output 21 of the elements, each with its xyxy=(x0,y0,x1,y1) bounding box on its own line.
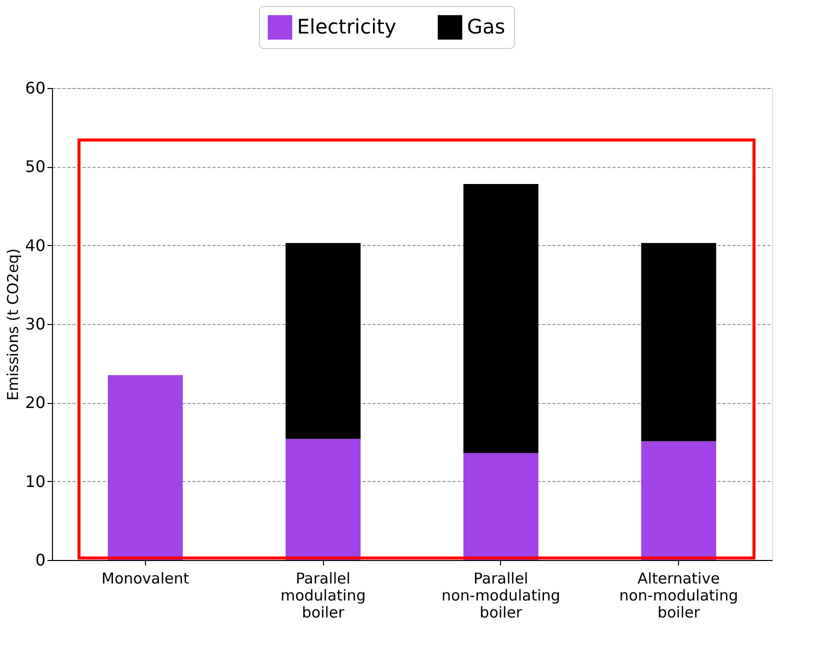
y-tick-label: 10 xyxy=(25,472,46,491)
y-tick-label: 0 xyxy=(35,550,46,570)
y-tick-label: 60 xyxy=(25,78,46,98)
bar xyxy=(286,242,361,439)
legend-label: Electricity xyxy=(297,14,397,38)
bar xyxy=(641,242,716,442)
bar xyxy=(108,375,183,560)
bar xyxy=(463,453,538,560)
x-tick-label: Monovalent xyxy=(102,570,190,588)
x-tick-label: Parallel modulating boiler xyxy=(280,570,366,622)
bar xyxy=(641,441,716,560)
y-tick-label: 20 xyxy=(25,393,46,412)
legend-label: Gas xyxy=(467,14,506,38)
y-tick-label: 50 xyxy=(25,157,46,176)
y-tick-label: 30 xyxy=(25,314,46,334)
y-tick-label: 40 xyxy=(25,236,46,255)
x-tick-label: Alternative non-modulating boiler xyxy=(619,570,738,622)
x-tick-label: Parallel non-modulating boiler xyxy=(441,570,560,622)
bar xyxy=(463,184,538,454)
bar xyxy=(286,438,361,560)
y-axis-title: Emissions (t CO2eq) xyxy=(4,248,22,401)
